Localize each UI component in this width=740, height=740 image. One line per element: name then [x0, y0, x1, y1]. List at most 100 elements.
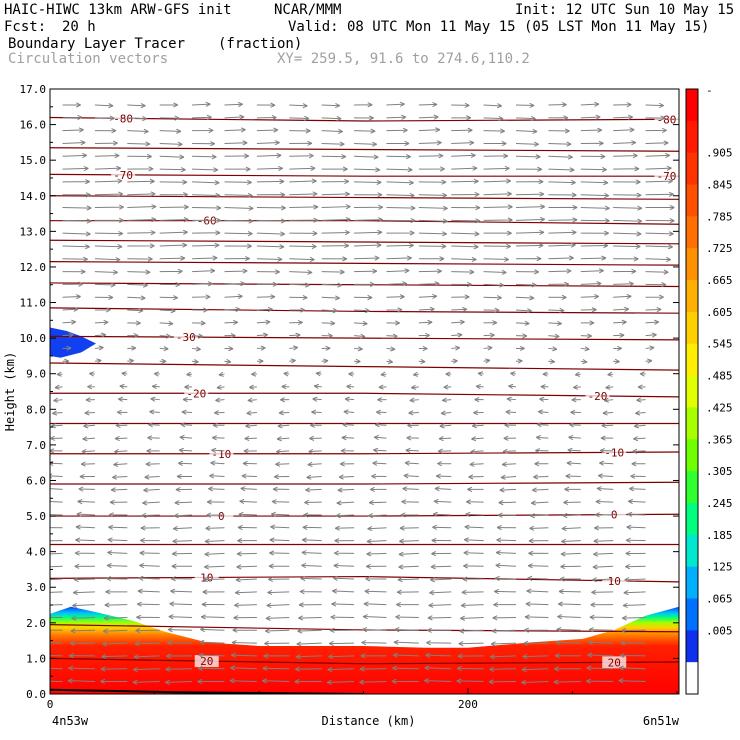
- circulation-vector: [467, 486, 484, 492]
- circulation-vector: [451, 358, 458, 364]
- circulation-vector: [132, 666, 160, 673]
- circulation-vector: [173, 513, 193, 519]
- circulation-vector: [580, 140, 604, 146]
- circulation-vector: [456, 678, 484, 684]
- circulation-vector: [104, 602, 128, 608]
- circulation-vector: [73, 576, 95, 583]
- circulation-vector: [354, 281, 375, 287]
- circulation-vector: [100, 666, 128, 672]
- circulation-vector: [645, 218, 675, 224]
- circulation-vector: [548, 242, 576, 248]
- circulation-vector: [548, 167, 575, 173]
- circulation-vector: [492, 615, 517, 621]
- circulation-vector: [548, 294, 567, 300]
- circulation-vector: [394, 627, 419, 633]
- circulation-vector: [127, 153, 152, 160]
- circulation-vector: [302, 524, 322, 531]
- circulation-vector: [645, 127, 667, 133]
- circulation-vector: [451, 102, 470, 108]
- circulation-vector: [159, 192, 188, 198]
- circulation-vector: [585, 678, 614, 684]
- circulation-vector: [483, 295, 502, 301]
- circulation-vector: [256, 231, 286, 237]
- circulation-vector: [505, 409, 517, 415]
- model-title: HAIC-HIWC 13km ARW-GFS init: [4, 2, 232, 18]
- circulation-vector: [348, 371, 355, 377]
- colorbar-label: .785: [706, 210, 733, 223]
- circulation-vector: [580, 180, 609, 186]
- vector-layer: [50, 101, 675, 685]
- circulation-vector: [266, 602, 290, 609]
- circulation-vector: [279, 397, 290, 403]
- circulation-vector: [115, 422, 128, 428]
- circulation-vector: [493, 588, 517, 595]
- circulation-vector: [331, 601, 355, 607]
- circulation-vector: [341, 435, 355, 441]
- circulation-vector: [283, 371, 290, 377]
- circulation-vector: [167, 627, 193, 633]
- circulation-vector: [262, 678, 290, 684]
- circulation-vector: [315, 371, 322, 377]
- circulation-vector: [625, 537, 646, 543]
- circulation-vector: [618, 665, 646, 671]
- circulation-vector: [94, 319, 109, 326]
- circulation-vector: [224, 306, 241, 312]
- colorbar-label: .065: [706, 592, 733, 605]
- circulation-vector: [591, 577, 614, 583]
- circulation-vector: [354, 192, 383, 198]
- isotherm-line: [50, 261, 679, 266]
- circulation-vector: [263, 653, 290, 659]
- circulation-vector: [85, 397, 95, 403]
- colorbar-swatch: [686, 375, 698, 408]
- circulation-vector: [525, 601, 549, 607]
- circulation-vector: [50, 591, 63, 593]
- circulation-vector: [62, 205, 92, 211]
- circulation-vector: [127, 103, 146, 109]
- circulation-vector: [580, 255, 607, 261]
- circulation-vector: [136, 614, 160, 620]
- circulation-vector: [62, 231, 91, 237]
- circulation-vector: [607, 371, 614, 377]
- colorbar-swatch: [686, 566, 698, 599]
- circulation-vector: [620, 640, 646, 646]
- x-start-label: 4n53w: [52, 714, 89, 728]
- circulation-vector: [515, 179, 544, 185]
- isotherm-label-bg: [111, 112, 136, 125]
- circulation-vector: [164, 679, 193, 685]
- circulation-vector: [548, 102, 567, 108]
- circulation-vector: [165, 666, 193, 672]
- circulation-vector: [192, 141, 216, 147]
- circulation-vector: [50, 667, 63, 670]
- colorbar-swatch: [686, 152, 698, 186]
- y-tick-label: 12.0: [20, 261, 47, 274]
- circulation-vector: [354, 102, 373, 108]
- circulation-vector: [354, 268, 378, 274]
- circulation-vector: [159, 217, 189, 223]
- circulation-vector: [586, 665, 614, 671]
- circulation-vector: [62, 332, 74, 338]
- circulation-vector: [567, 447, 581, 453]
- circulation-vector: [127, 295, 146, 301]
- circulation-vector: [372, 460, 387, 466]
- circulation-vector: [526, 588, 549, 594]
- circulation-vector: [623, 590, 646, 596]
- circulation-vector: [396, 589, 419, 595]
- circulation-vector: [437, 448, 452, 454]
- circulation-vector: [580, 333, 592, 339]
- circulation-vector: [334, 525, 355, 531]
- circulation-vector: [289, 191, 318, 197]
- circulation-vector: [159, 115, 180, 121]
- circulation-vector: [548, 154, 573, 160]
- circulation-vector: [256, 306, 273, 312]
- circulation-vector: [490, 654, 517, 660]
- circulation-vector: [111, 474, 128, 480]
- circulation-vector: [626, 524, 646, 530]
- circulation-vector: [465, 511, 484, 517]
- circulation-vector: [625, 550, 646, 557]
- circulation-vector: [637, 384, 646, 390]
- circulation-vector: [366, 551, 387, 557]
- circulation-vector: [268, 563, 290, 569]
- x-end-label: 6n51w: [643, 714, 680, 728]
- circulation-vector: [645, 319, 660, 325]
- circulation-vector: [451, 140, 475, 146]
